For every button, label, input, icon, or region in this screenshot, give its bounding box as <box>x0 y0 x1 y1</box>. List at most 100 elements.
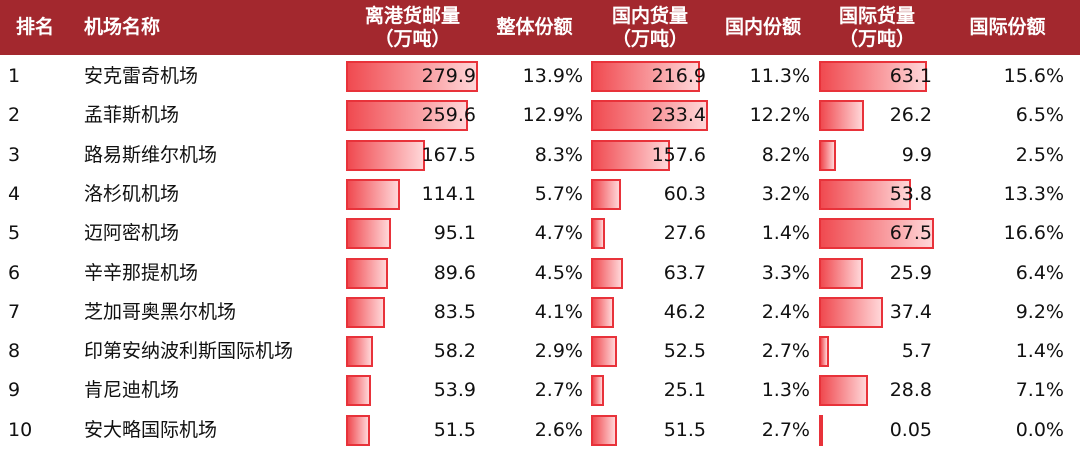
data-bar <box>591 61 700 92</box>
table-cell: 52.5 <box>663 340 706 363</box>
data-bar <box>346 414 371 446</box>
header-cell: （万吨） <box>374 28 451 50</box>
table-cell: 114.1 <box>421 182 476 205</box>
table-cell: 37.4 <box>889 300 932 323</box>
table-cell: 3.2% <box>761 182 810 205</box>
header-row <box>0 0 1080 55</box>
data-bar <box>819 178 911 210</box>
data-bar <box>346 218 391 250</box>
table-cell: 25.1 <box>663 379 706 402</box>
table-cell: 洛杉矶机场 <box>84 182 180 205</box>
table-cell: 216.9 <box>651 65 706 87</box>
data-bar <box>346 257 389 289</box>
table-cell: 5.7% <box>534 182 583 205</box>
table-cell: 2.4% <box>761 300 810 323</box>
data-bar <box>346 336 374 368</box>
table-cell: 10 <box>8 418 33 441</box>
data-bar <box>819 100 864 132</box>
table-cell: 26.2 <box>889 104 932 127</box>
table-cell: 5.7 <box>901 340 932 363</box>
table-cell: 25.9 <box>889 261 932 284</box>
table-cell: 60.3 <box>663 182 706 205</box>
table-cell: 孟菲斯机场 <box>84 104 180 127</box>
table-cell: 2.7% <box>761 418 810 441</box>
data-bar <box>819 218 934 250</box>
table-cell: 89.6 <box>433 261 476 284</box>
header-cell: 离港货邮量 <box>364 5 460 27</box>
table-cell: 53.9 <box>433 379 476 402</box>
table-cell: 1.3% <box>761 379 810 402</box>
table-cell: 53.8 <box>889 182 932 205</box>
data-bar <box>346 178 400 210</box>
table-cell: 路易斯维尔机场 <box>84 143 218 166</box>
table-cell: 6.4% <box>1015 261 1064 284</box>
table-cell: 1.4% <box>1015 340 1064 363</box>
table-cell: 7 <box>8 300 21 323</box>
header-cell: （万吨） <box>838 28 915 50</box>
table-cell: 58.2 <box>433 340 476 363</box>
table-cell: 12.2% <box>749 104 810 127</box>
table-cell: 安大略国际机场 <box>84 418 218 441</box>
table-cell: 157.6 <box>651 143 706 166</box>
table-cell: 9 <box>8 379 21 402</box>
table-cell: 83.5 <box>433 300 476 323</box>
data-bar <box>346 61 478 92</box>
data-bar <box>591 296 615 328</box>
data-bar <box>591 139 670 171</box>
table-cell: 259.6 <box>421 104 476 127</box>
table-cell: 1.4% <box>761 222 810 245</box>
table-cell: 2.9% <box>534 340 583 363</box>
table-cell: 7.1% <box>1015 379 1064 402</box>
data-bar <box>819 257 864 289</box>
table-cell: 9.9 <box>901 143 932 166</box>
table-cell: 4 <box>8 182 21 205</box>
data-bar <box>346 375 372 407</box>
header-cell: 国内份额 <box>724 16 801 38</box>
table-cell: 9.2% <box>1015 300 1064 323</box>
data-bar <box>819 139 836 171</box>
header-cell: 国内货量 <box>611 5 688 27</box>
header-cell: 机场名称 <box>84 16 161 38</box>
table-cell: 95.1 <box>433 222 476 245</box>
header-cell: （万吨） <box>611 28 688 50</box>
table-cell: 51.5 <box>433 418 476 441</box>
table-cell: 167.5 <box>421 143 476 166</box>
table-cell: 4.5% <box>534 261 583 284</box>
table-cell: 8 <box>8 340 21 363</box>
table-cell: 233.4 <box>651 104 706 127</box>
table-cell: 0.05 <box>889 418 932 441</box>
table-cell: 安克雷奇机场 <box>84 65 199 87</box>
data-bar <box>346 139 425 171</box>
table-cell: 迈阿密机场 <box>84 222 180 245</box>
table-cell: 27.6 <box>663 222 706 245</box>
table-cell: 15.6% <box>1003 65 1064 87</box>
table-cell: 6.5% <box>1015 104 1064 127</box>
table-cell: 印第安纳波利斯国际机场 <box>84 340 294 363</box>
data-bar <box>819 336 829 368</box>
data-bar <box>346 296 386 328</box>
table-cell: 8.3% <box>534 143 583 166</box>
table-cell: 51.5 <box>663 418 706 441</box>
data-bar <box>819 61 927 92</box>
data-bar <box>591 375 604 407</box>
table-cell: 2.6% <box>534 418 583 441</box>
table-cell: 12.9% <box>522 104 583 127</box>
table-cell: 辛辛那提机场 <box>84 261 199 284</box>
data-bar <box>591 178 622 210</box>
table-cell: 16.6% <box>1003 222 1064 245</box>
table-cell: 13.9% <box>522 65 583 87</box>
table-cell: 4.7% <box>534 222 583 245</box>
table-cell: 1 <box>8 65 21 87</box>
header-cell: 排名 <box>15 16 54 38</box>
data-bar <box>591 100 708 132</box>
table-cell: 5 <box>8 222 21 245</box>
table-cell: 13.3% <box>1003 182 1064 205</box>
table-cell: 279.9 <box>421 65 476 87</box>
table-cell: 28.8 <box>889 379 932 402</box>
table-cell: 肯尼迪机场 <box>84 379 180 402</box>
header-cell: 国际份额 <box>969 16 1046 38</box>
table-cell: 芝加哥奥黑尔机场 <box>84 300 237 323</box>
table-cell: 2.7% <box>534 379 583 402</box>
table-cell: 4.1% <box>534 300 583 323</box>
table-cell: 0.0% <box>1015 418 1064 441</box>
